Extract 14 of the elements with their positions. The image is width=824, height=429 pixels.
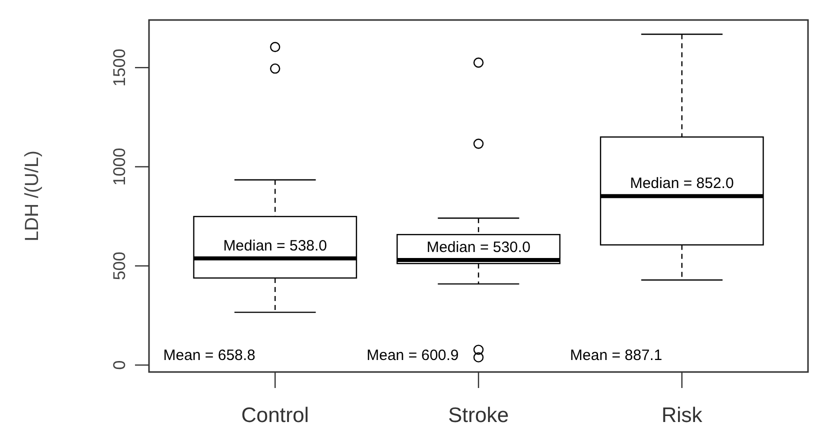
annotation: Mean = 658.8	[163, 347, 256, 364]
y-tick-label: 1500	[110, 48, 129, 87]
x-tick-label: Stroke	[448, 404, 509, 427]
y-tick-label: 0	[110, 360, 129, 370]
y-axis-title: LDH /(U/L)	[22, 150, 43, 242]
annotation: Median = 538.0	[223, 237, 328, 254]
annotation: Median = 530.0	[426, 238, 530, 256]
annotation: Mean = 600.9	[366, 347, 459, 364]
annotation: Mean = 887.1	[570, 347, 662, 364]
x-tick-label: Risk	[661, 404, 703, 427]
y-tick-label: 1000	[110, 148, 129, 186]
y-tick-label: 500	[110, 252, 129, 280]
annotation: Median = 852.0	[630, 175, 734, 192]
x-tick-label: Control	[241, 404, 309, 427]
